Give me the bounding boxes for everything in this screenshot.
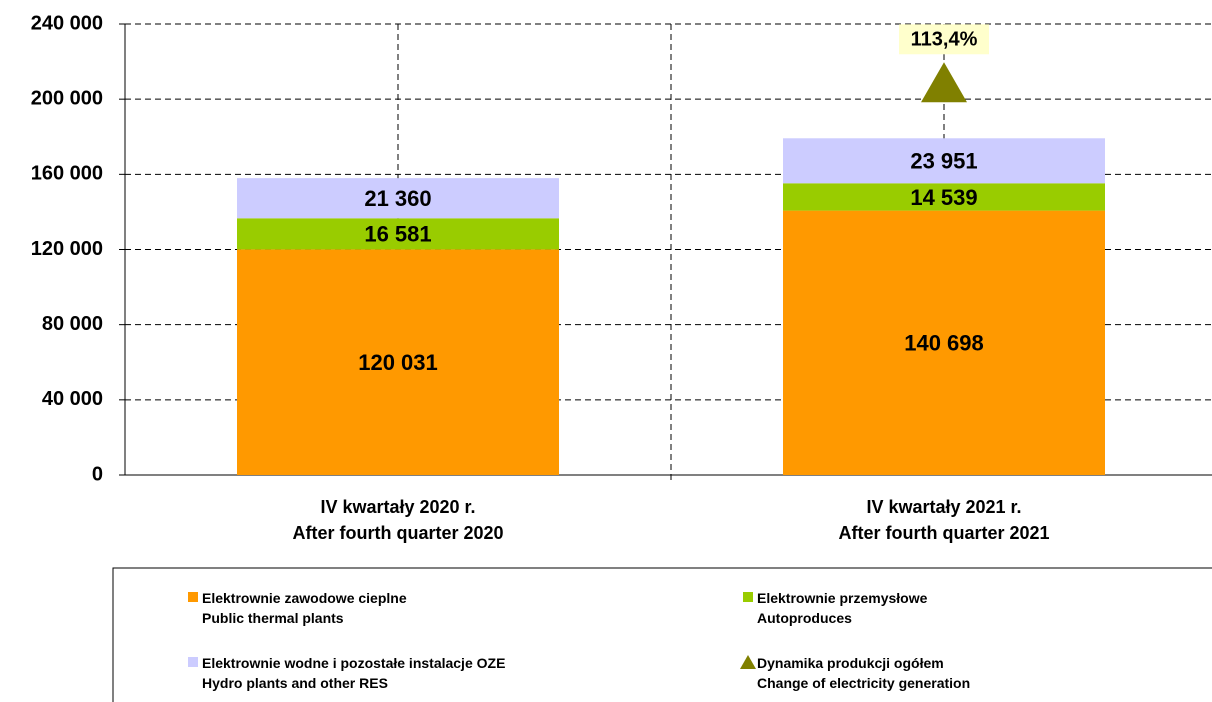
data-label: 14 539: [910, 185, 977, 210]
y-tick-label: 80 000: [42, 313, 103, 335]
legend-label: Elektrownie przemysłowe Autoproduces: [757, 590, 928, 626]
data-label: 23 951: [910, 149, 977, 174]
legend-box: [112, 567, 1212, 702]
y-tick-label: 160 000: [31, 163, 103, 185]
y-tick-label: 0: [92, 463, 103, 485]
y-tick-label: 40 000: [42, 388, 103, 410]
data-label-box: [899, 24, 989, 55]
bar-segment: [237, 249, 559, 475]
data-label: 120 031: [358, 350, 438, 375]
x-tick-label: IV kwartały 2021 r. After fourth quarter…: [838, 497, 1050, 543]
marker-triangle: [921, 62, 967, 103]
data-label: 21 360: [364, 186, 431, 211]
legend-swatch: [188, 657, 198, 667]
y-tick-label: 200 000: [31, 87, 103, 109]
y-tick-label: 240 000: [31, 12, 103, 34]
bar-segment: [237, 178, 559, 219]
legend-label: Elektrownie wodne i pozostałe instalacje…: [202, 655, 506, 691]
bar-segment: [237, 218, 559, 250]
legend-swatch: [743, 592, 753, 602]
data-label: 16 581: [364, 222, 431, 247]
x-tick-label: IV kwartały 2020 r. After fourth quarter…: [292, 497, 504, 543]
legend-marker: [740, 655, 756, 669]
bar-segment: [783, 183, 1105, 211]
y-tick-label: 120 000: [31, 238, 103, 260]
bar-segment: [783, 210, 1105, 475]
legend-label: Dynamika produkcji ogółem Change of elec…: [757, 655, 971, 691]
legend-swatch: [188, 592, 198, 602]
data-label: 113,4%: [911, 29, 978, 51]
bar-segment: [783, 138, 1105, 184]
data-label: 140 698: [904, 331, 984, 356]
legend-label: Elektrownie zawodowe cieplne Public ther…: [202, 590, 407, 626]
